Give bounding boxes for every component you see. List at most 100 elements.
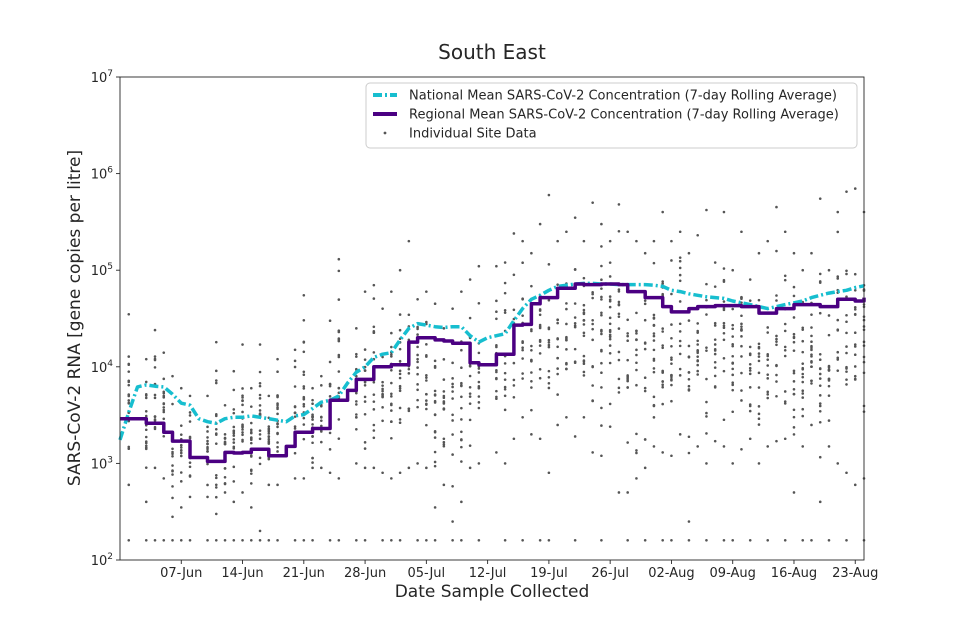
site-data-point [179, 451, 183, 455]
site-data-point [853, 312, 857, 316]
site-data-point [407, 466, 411, 470]
site-data-point [320, 384, 323, 387]
site-data-point [810, 340, 813, 343]
site-data-point [442, 483, 446, 487]
site-data-point [171, 515, 174, 519]
site-data-point [398, 268, 402, 272]
site-data-point [249, 455, 253, 458]
site-data-point [635, 432, 638, 436]
site-data-point [451, 385, 454, 389]
site-data-point [722, 331, 726, 335]
site-data-point [477, 401, 481, 404]
site-data-point [608, 275, 612, 278]
site-data-point [188, 461, 192, 464]
site-data-point [144, 500, 148, 504]
site-data-point [731, 323, 735, 327]
site-data-point [302, 423, 306, 426]
site-data-point [670, 399, 673, 403]
site-data-point [818, 402, 822, 405]
site-data-point [512, 317, 516, 321]
site-data-point [433, 359, 437, 363]
site-data-point [661, 383, 664, 386]
site-data-point [188, 436, 192, 440]
site-data-point [731, 410, 735, 414]
site-data-point [311, 415, 314, 419]
site-data-point [302, 350, 306, 354]
site-data-point [740, 371, 743, 375]
site-data-point [171, 464, 174, 467]
site-data-point [687, 435, 691, 439]
site-data-point [320, 466, 323, 470]
site-data-point [766, 354, 770, 358]
site-data-point [171, 450, 174, 454]
site-data-point [512, 437, 516, 441]
site-data-point [678, 367, 682, 371]
site-data-point [214, 340, 218, 344]
site-data-point [538, 352, 542, 355]
site-data-point [731, 373, 735, 377]
site-data-point [206, 436, 209, 439]
site-data-point [652, 317, 656, 320]
site-data-point [390, 420, 393, 423]
site-data-point [801, 414, 805, 418]
site-data-point [757, 251, 761, 255]
site-data-point [556, 393, 559, 396]
site-data-point [608, 337, 612, 341]
site-data-point [337, 355, 341, 359]
site-data-point [547, 375, 551, 379]
site-data-point [521, 372, 524, 375]
site-data-point [162, 406, 166, 409]
site-data-point [162, 402, 166, 406]
site-data-point [696, 339, 699, 343]
site-data-point [670, 344, 673, 348]
site-data-point [678, 322, 682, 326]
site-data-point [722, 300, 726, 303]
site-data-point [687, 378, 691, 381]
site-data-point [626, 332, 629, 335]
site-data-point [355, 427, 358, 431]
site-data-point [144, 444, 148, 448]
site-data-point [188, 414, 192, 417]
site-data-point [293, 385, 297, 388]
site-data-point [783, 329, 787, 333]
site-data-point [652, 332, 656, 335]
site-data-point [241, 394, 244, 397]
site-data-point [652, 359, 656, 362]
site-data-point [223, 482, 227, 485]
site-data-point [757, 386, 761, 389]
site-data-point [853, 272, 857, 276]
site-data-point [696, 322, 699, 325]
site-data-point [372, 436, 376, 440]
site-data-point [565, 302, 568, 305]
site-data-point [232, 388, 236, 392]
site-data-point [390, 381, 393, 385]
site-data-point [810, 359, 813, 363]
site-data-point [495, 299, 498, 303]
site-data-point [600, 406, 603, 410]
site-data-point [670, 336, 673, 340]
site-data-point [162, 408, 166, 412]
site-data-point [416, 325, 419, 329]
site-data-point [477, 406, 481, 410]
site-data-point [153, 366, 157, 369]
site-data-point [801, 368, 805, 371]
site-data-point [302, 293, 306, 297]
site-data-point [635, 332, 638, 335]
site-data-point [818, 281, 822, 284]
site-data-point-lod [433, 538, 437, 542]
site-data-point [521, 348, 524, 352]
site-data-point [214, 427, 218, 431]
site-data-point [661, 210, 664, 214]
site-data-point [311, 466, 314, 470]
site-data-point [792, 335, 796, 339]
site-data-point [775, 249, 778, 253]
site-data-point [556, 372, 559, 376]
site-data-point [442, 390, 446, 393]
site-data-point [267, 442, 271, 445]
site-data-point [853, 343, 857, 346]
site-data-point [302, 318, 306, 322]
site-data-point [713, 385, 717, 388]
site-data-point [696, 355, 699, 358]
site-data-point [398, 418, 402, 421]
site-data-point [670, 323, 673, 326]
